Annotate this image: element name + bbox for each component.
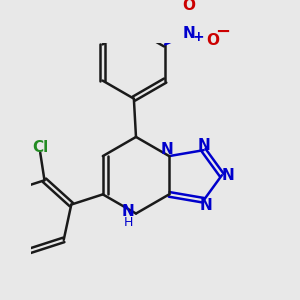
Text: Cl: Cl — [32, 140, 48, 155]
Text: N: N — [197, 138, 210, 153]
Text: N: N — [122, 204, 135, 219]
Text: N: N — [160, 142, 173, 157]
Text: N: N — [200, 198, 212, 213]
Text: −: − — [215, 22, 230, 40]
Text: N: N — [222, 168, 235, 183]
Text: O: O — [182, 0, 195, 13]
Text: N: N — [182, 26, 195, 41]
Text: H: H — [124, 216, 133, 230]
Text: O: O — [206, 33, 219, 48]
Text: +: + — [192, 30, 204, 44]
